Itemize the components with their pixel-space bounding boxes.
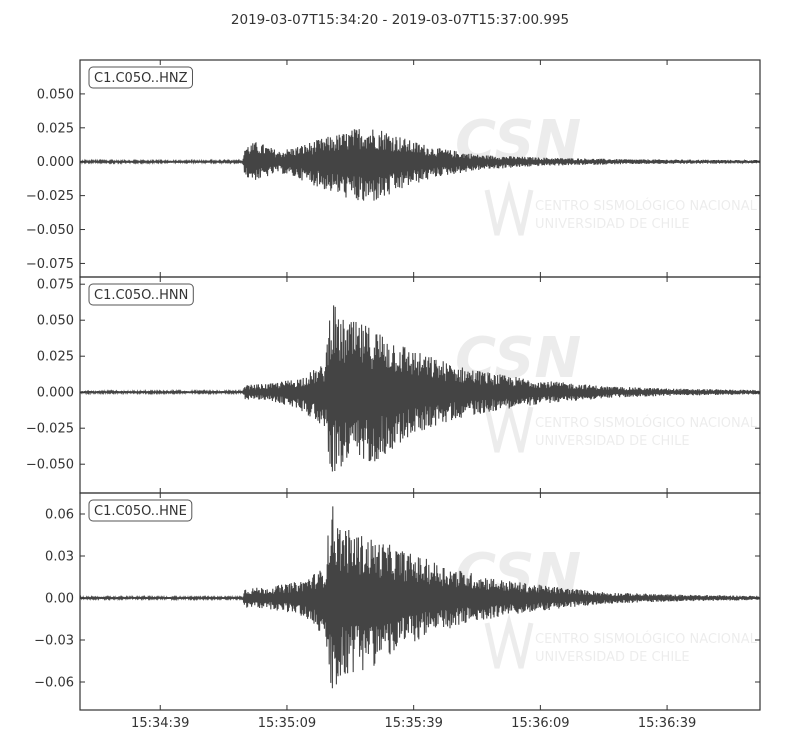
waveform-line (79, 305, 761, 472)
y-tick-label: 0.025 (37, 121, 74, 136)
y-tick-label: −0.025 (26, 189, 74, 204)
panel-frame (79, 492, 761, 711)
watermark-text-1: CENTRO SISMOLÓGICO NACIONAL (535, 198, 758, 214)
trace-label-box (88, 283, 194, 306)
y-tick-label: 0.025 (37, 350, 74, 365)
y-tick-label: 0.03 (45, 550, 74, 565)
watermark-text-1: CENTRO SISMOLÓGICO NACIONAL (535, 415, 758, 431)
y-tick-label: −0.050 (26, 223, 74, 238)
trace-label: C1.C05O..HNN (94, 288, 188, 303)
y-tick-label: −0.06 (34, 676, 74, 691)
waveform-line (79, 506, 761, 689)
y-tick-label: 0.075 (37, 278, 74, 293)
y-tick-label: 0.06 (45, 508, 74, 523)
x-tick-label: 15:34:39 (131, 716, 189, 731)
y-tick-label: −0.075 (26, 257, 74, 272)
trace-label: C1.C05O..HNE (94, 504, 187, 519)
x-tick-label: 15:35:09 (258, 716, 316, 731)
trace-label-box (88, 499, 193, 522)
chart-title: 2019-03-07T15:34:20 - 2019-03-07T15:37:0… (230, 12, 570, 28)
y-tick-label: −0.050 (26, 458, 74, 473)
waveform-line (79, 129, 761, 201)
watermark-text-2: UNIVERSIDAD DE CHILE (535, 434, 690, 449)
y-tick-label: 0.050 (37, 314, 74, 329)
trace-label-box (88, 66, 193, 89)
watermark-wave-icon (484, 180, 534, 236)
y-tick-label: 0.00 (45, 592, 74, 607)
watermark-text-2: UNIVERSIDAD DE CHILE (535, 217, 690, 232)
y-tick-label: 0.050 (37, 87, 74, 102)
x-tick-label: 15:36:09 (511, 716, 569, 731)
y-tick-label: −0.025 (26, 422, 74, 437)
y-tick-label: 0.000 (37, 386, 74, 401)
watermark-text-1: CENTRO SISMOLÓGICO NACIONAL (535, 631, 758, 647)
watermark-wave-icon (484, 397, 534, 453)
watermark-wave-icon (484, 613, 534, 669)
trace-label: C1.C05O..HNZ (94, 71, 188, 86)
watermark-text-2: UNIVERSIDAD DE CHILE (535, 650, 690, 665)
x-tick-label: 15:35:39 (384, 716, 442, 731)
y-tick-label: 0.000 (37, 155, 74, 170)
x-tick-label: 15:36:39 (638, 716, 696, 731)
y-tick-label: −0.03 (34, 634, 74, 649)
